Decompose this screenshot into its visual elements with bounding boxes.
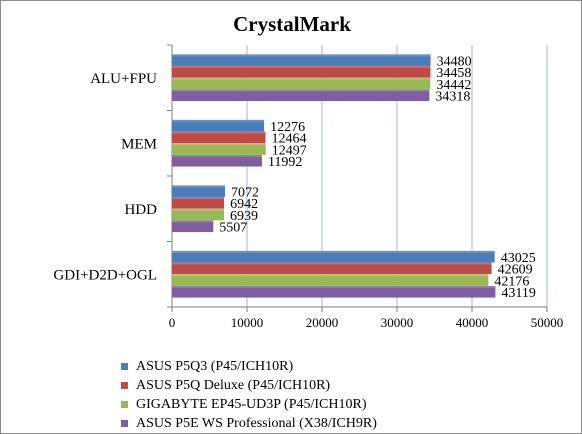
bar-highlight <box>172 54 431 57</box>
category-label: ALU+FPU <box>90 71 157 87</box>
data-label: 42176 <box>494 274 529 289</box>
legend-label: ASUS P5Q3 (P45/ICH10R) <box>136 359 294 374</box>
bar <box>172 197 225 209</box>
legend-item: ASUS P5Q3 (P45/ICH10R) <box>121 357 377 376</box>
data-label: 43119 <box>501 286 535 301</box>
bar-highlight <box>172 185 226 188</box>
bar <box>172 54 431 66</box>
legend-swatch <box>121 382 128 389</box>
bar <box>172 185 226 197</box>
bar <box>172 66 431 78</box>
bar <box>172 262 492 275</box>
bar-highlight <box>172 154 262 157</box>
legend-swatch <box>121 420 128 427</box>
bar <box>172 285 496 298</box>
data-label: 43025 <box>501 251 536 266</box>
bar <box>172 208 225 221</box>
bar <box>172 131 266 144</box>
chart-legend: ASUS P5Q3 (P45/ICH10R) ASUS P5Q Deluxe (P… <box>121 357 377 433</box>
data-label: 5507 <box>219 220 247 235</box>
bar-highlight <box>172 274 489 277</box>
legend-label: ASUS P5Q Deluxe (P45/ICH10R) <box>136 378 331 393</box>
data-label: 34442 <box>436 78 471 93</box>
bar <box>172 154 262 167</box>
data-label: 12464 <box>271 132 306 147</box>
legend-item: ASUS P5E WS Professional (X38/ICH9R) <box>121 414 377 433</box>
category-label: MEM <box>121 136 157 152</box>
chart-title: CrystalMark <box>233 12 351 36</box>
data-label: 42609 <box>498 263 533 278</box>
bar-highlight <box>172 262 492 265</box>
bar-highlight <box>172 250 495 253</box>
legend-label: GIGABYTE EP45-UD3P (P45/ICH10R) <box>136 397 367 412</box>
bar-highlight <box>172 220 214 223</box>
x-tick-label: 50000 <box>531 315 564 330</box>
data-label: 12497 <box>272 143 307 158</box>
bar-highlight <box>172 131 266 134</box>
legend-item: ASUS P5Q Deluxe (P45/ICH10R) <box>121 376 377 395</box>
legend-label: ASUS P5E WS Professional (X38/ICH9R) <box>136 416 377 431</box>
x-tick-label: 20000 <box>306 315 339 330</box>
bar-highlight <box>172 208 225 211</box>
data-label: 34480 <box>437 54 472 69</box>
bar-highlight <box>172 143 266 146</box>
bar <box>172 274 489 286</box>
data-label: 11992 <box>268 155 302 170</box>
bar-highlight <box>172 119 265 122</box>
x-tick-label: 10000 <box>231 315 264 330</box>
data-label: 34458 <box>436 66 471 81</box>
bar-highlight <box>172 77 431 80</box>
bar <box>172 220 214 233</box>
x-tick-label: 0 <box>169 315 176 330</box>
data-label: 12276 <box>270 120 305 135</box>
legend-swatch <box>121 363 128 370</box>
bar <box>172 119 265 132</box>
bar-highlight <box>172 285 496 288</box>
x-tick-label: 40000 <box>456 315 489 330</box>
bar-highlight <box>172 89 430 92</box>
data-label: 34318 <box>435 89 470 104</box>
bar <box>172 89 430 102</box>
data-label: 6939 <box>230 209 258 224</box>
bar-highlight <box>172 197 225 200</box>
category-label: HDD <box>125 202 158 218</box>
data-label: 6942 <box>230 197 258 212</box>
bar <box>172 250 495 263</box>
legend-item: GIGABYTE EP45-UD3P (P45/ICH10R) <box>121 395 377 414</box>
bar <box>172 77 431 90</box>
bar <box>172 143 266 155</box>
category-label: GDI+D2D+OGL <box>53 267 157 283</box>
x-tick-label: 30000 <box>381 315 414 330</box>
data-label: 7072 <box>231 185 259 200</box>
legend-swatch <box>121 401 128 408</box>
bar-highlight <box>172 66 431 69</box>
